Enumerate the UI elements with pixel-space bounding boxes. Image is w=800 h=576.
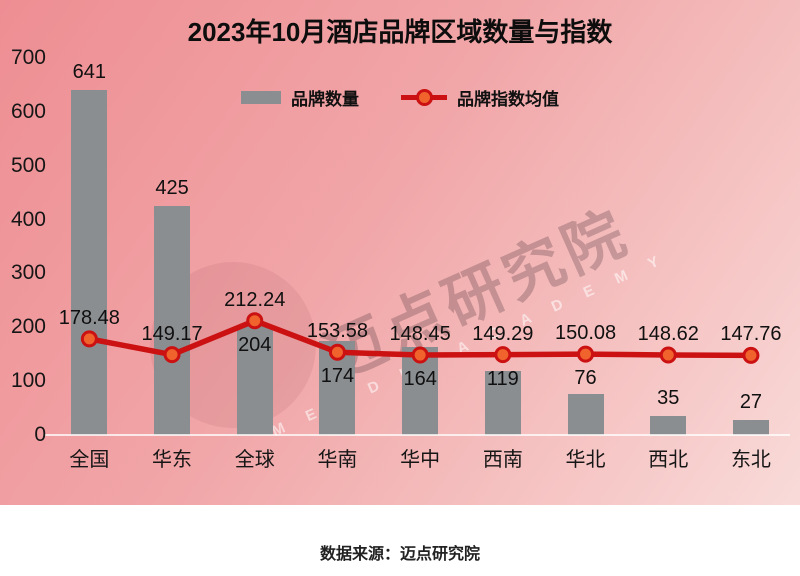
x-axis-line xyxy=(45,434,790,436)
bar-value-label: 425 xyxy=(155,177,189,200)
y-axis-tick-label: 500 xyxy=(10,153,46,177)
y-axis-tick-label: 600 xyxy=(10,99,46,123)
legend-item-line-series: 品牌指数均值 xyxy=(401,85,559,110)
bar-value-label: 164 xyxy=(403,368,437,391)
line-marker xyxy=(577,345,595,363)
legend-line-label: 品牌指数均值 xyxy=(457,90,559,109)
y-axis-tick-label: 100 xyxy=(10,369,46,393)
bar xyxy=(732,420,769,435)
source-strip: 数据来源：迈点研究院 xyxy=(0,505,800,576)
line-marker xyxy=(742,346,760,364)
y-axis-tick-label: 200 xyxy=(10,315,46,339)
chart-canvas: 迈点研究院 M E A D I N A C A D E M Y 2023年10月… xyxy=(0,0,800,505)
data-source-text: 数据来源：迈点研究院 xyxy=(319,546,480,563)
bar-value-label: 27 xyxy=(739,391,763,414)
line-value-label: 153.58 xyxy=(306,320,369,343)
y-axis-tick-label: 700 xyxy=(10,46,46,69)
y-axis-tick-label: 400 xyxy=(10,207,46,231)
line-value-label: 148.62 xyxy=(637,322,699,345)
y-axis-tick-label: 0 xyxy=(34,423,46,446)
bar-value-label: 641 xyxy=(72,60,107,83)
line-series-swatch-icon xyxy=(401,89,447,106)
x-axis-label: 全国 xyxy=(69,449,110,471)
bar xyxy=(154,206,191,435)
line-value-label: 150.08 xyxy=(554,322,617,345)
line-value-label: 147.76 xyxy=(720,323,782,346)
x-axis-label: 西北 xyxy=(648,449,689,471)
x-axis-label: 华中 xyxy=(400,449,441,471)
chart-legend: 品牌数量 品牌指数均值 xyxy=(0,85,800,110)
bar-value-label: 204 xyxy=(238,333,272,356)
x-axis-label: 华南 xyxy=(317,449,358,471)
bar-value-label: 174 xyxy=(320,365,355,388)
line-value-label: 178.48 xyxy=(58,306,120,329)
chart-title: 2023年10月酒店品牌区域数量与指数 xyxy=(187,17,613,47)
bar xyxy=(567,394,604,435)
bar xyxy=(71,89,108,435)
legend-item-bar-series: 品牌数量 xyxy=(241,85,359,110)
bar-series-swatch-icon xyxy=(241,91,281,104)
line-value-label: 149.17 xyxy=(141,322,203,345)
legend-bar-label: 品牌数量 xyxy=(291,90,359,109)
bar xyxy=(650,416,687,435)
bar-value-label: 76 xyxy=(574,367,597,390)
line-value-label: 212.24 xyxy=(224,288,286,311)
line-marker xyxy=(659,346,677,364)
bar-value-label: 35 xyxy=(657,387,680,410)
line-marker xyxy=(494,346,512,364)
y-axis-tick-label: 300 xyxy=(10,261,46,285)
x-axis-label: 华东 xyxy=(152,449,193,471)
line-value-label: 149.29 xyxy=(472,322,534,345)
line-marker-icon xyxy=(416,89,433,106)
x-axis-label: 西南 xyxy=(482,449,523,471)
bar xyxy=(484,370,521,435)
bar-value-label: 119 xyxy=(486,367,519,390)
x-axis-label: 全球 xyxy=(234,449,275,471)
line-value-label: 148.45 xyxy=(389,323,451,346)
x-axis-label: 华北 xyxy=(565,449,606,471)
x-axis-label: 东北 xyxy=(730,449,771,471)
